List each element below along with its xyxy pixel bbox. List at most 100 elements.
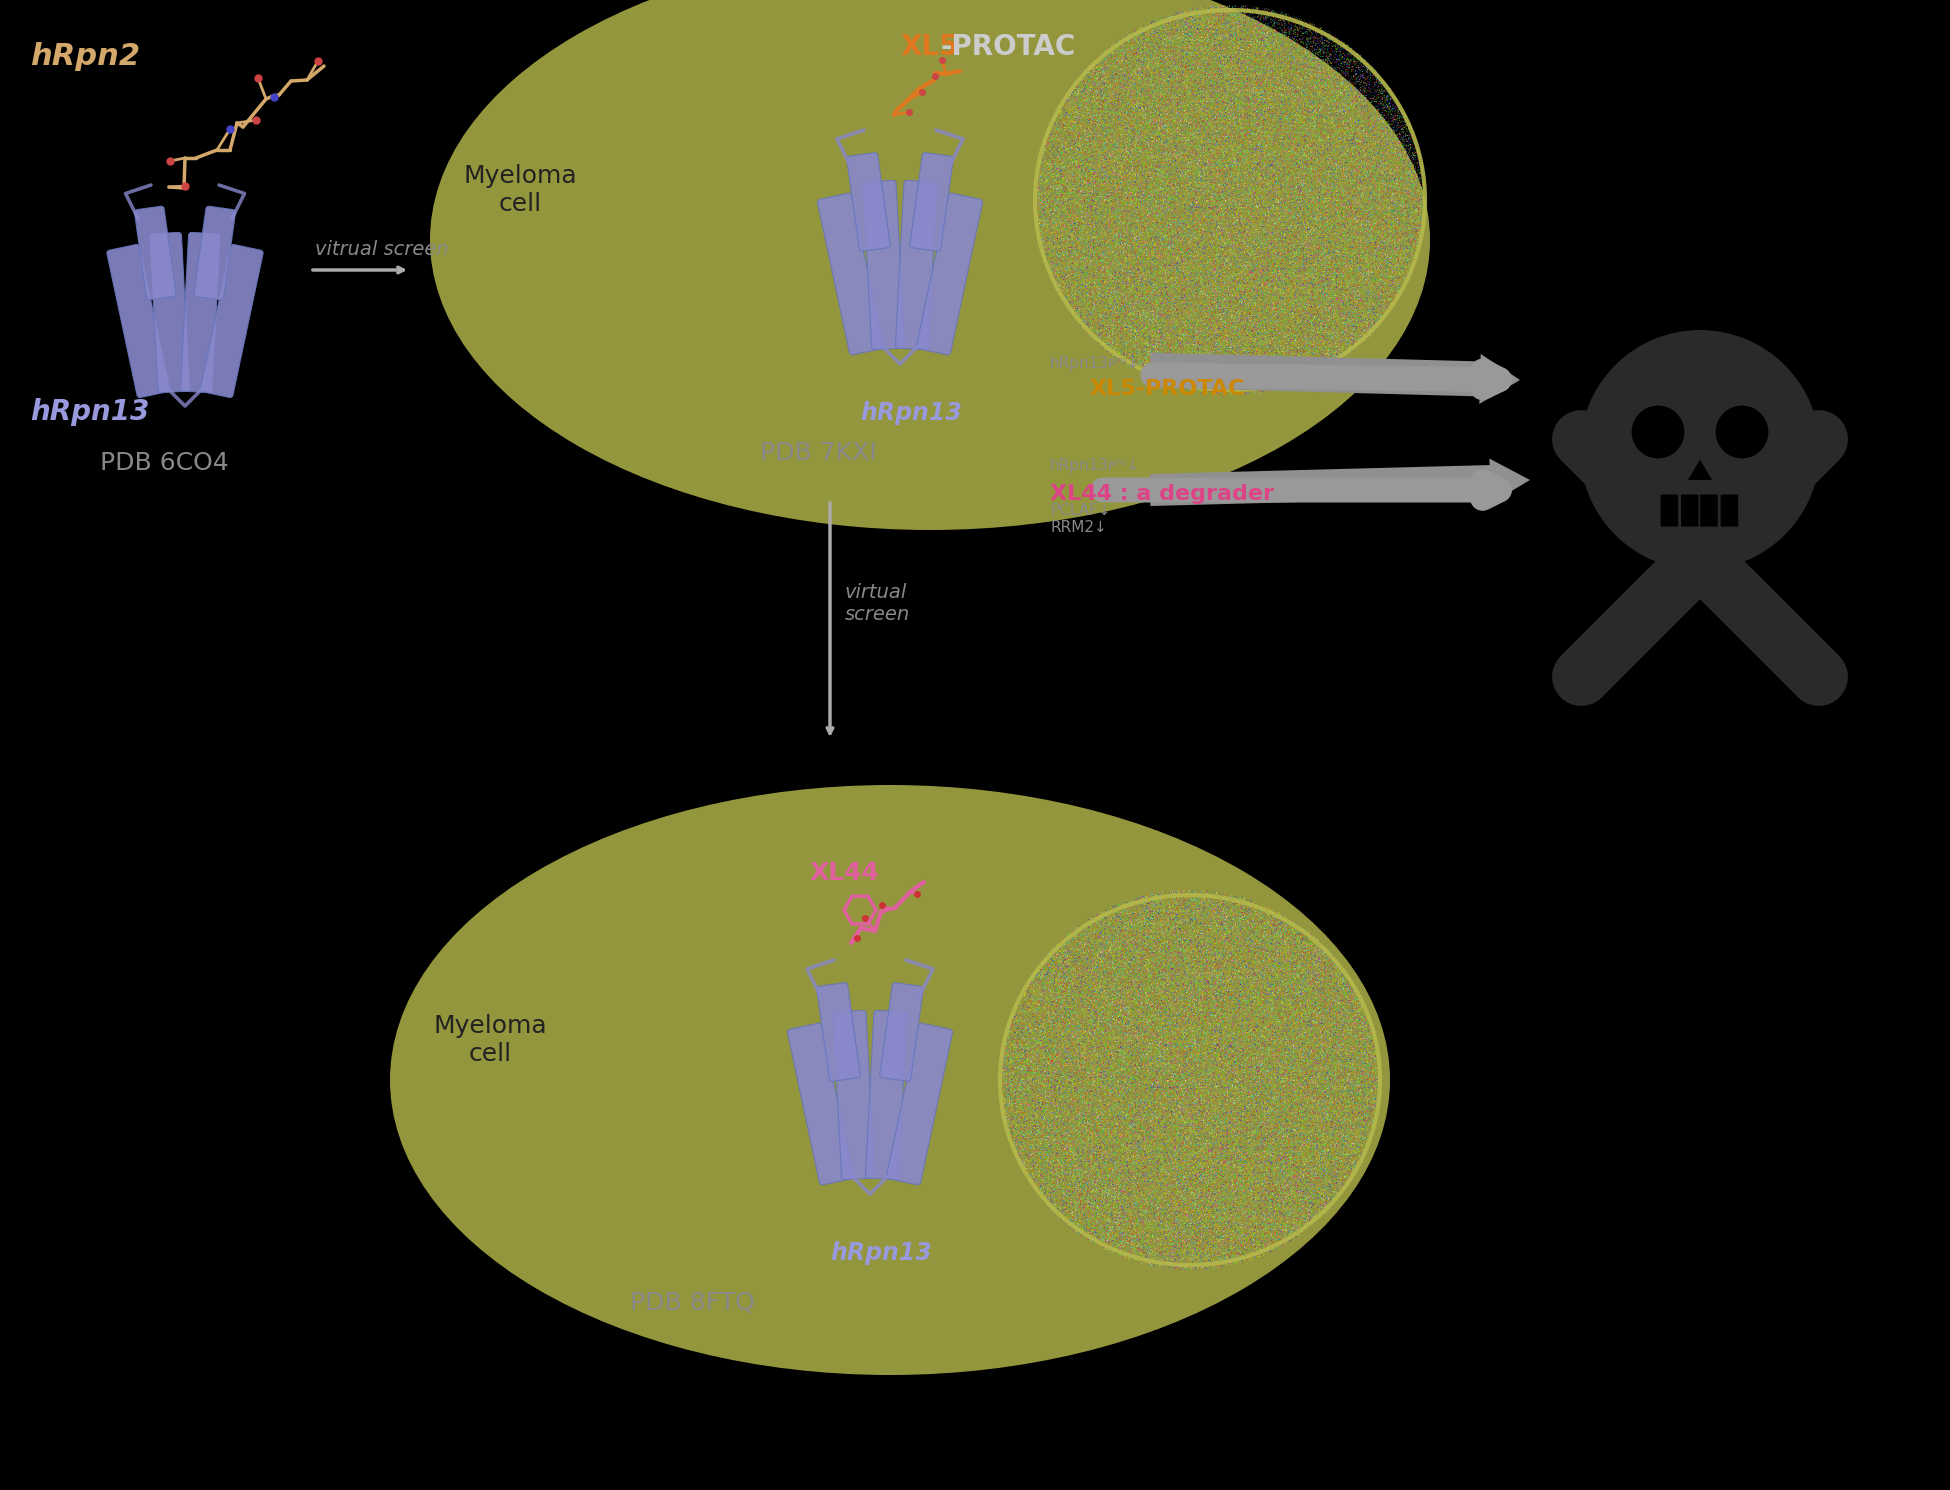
Point xyxy=(1113,244,1145,268)
Point xyxy=(1227,1240,1258,1264)
Point xyxy=(1238,27,1269,51)
Point xyxy=(1277,989,1308,1013)
Point xyxy=(1201,960,1232,983)
Point xyxy=(1182,1164,1213,1188)
Point xyxy=(987,1089,1018,1113)
Point xyxy=(1108,1074,1139,1098)
Point xyxy=(1232,897,1264,921)
Point xyxy=(1254,897,1285,921)
Point xyxy=(1266,25,1297,49)
Point xyxy=(1059,964,1090,988)
Point xyxy=(1346,229,1377,253)
Point xyxy=(1026,1042,1057,1065)
Point xyxy=(1291,1049,1322,1073)
Point xyxy=(1012,1070,1043,1094)
Point xyxy=(1203,1229,1234,1253)
Point xyxy=(1287,186,1318,210)
Point xyxy=(1283,297,1314,320)
Point xyxy=(1252,378,1283,402)
Point xyxy=(1125,951,1156,974)
Point xyxy=(1242,188,1273,212)
Point xyxy=(1186,1037,1217,1061)
Point xyxy=(1106,1138,1137,1162)
Point xyxy=(1285,92,1316,116)
Point xyxy=(1232,302,1264,326)
Point xyxy=(1254,98,1285,122)
Point xyxy=(1188,372,1219,396)
Point xyxy=(1221,1021,1252,1044)
Point xyxy=(1141,46,1172,70)
Point xyxy=(1330,109,1361,133)
Point xyxy=(1338,116,1369,140)
Point xyxy=(1244,148,1275,171)
Point xyxy=(1240,925,1271,949)
Point xyxy=(1160,124,1191,148)
Point xyxy=(1250,943,1281,967)
Point xyxy=(1217,980,1248,1004)
Point xyxy=(1223,936,1254,960)
Point xyxy=(1193,1001,1225,1025)
Point xyxy=(1306,1042,1338,1065)
Point xyxy=(1408,179,1439,203)
Point xyxy=(1191,206,1223,229)
Point xyxy=(1271,125,1303,149)
Point xyxy=(1344,127,1375,150)
Point xyxy=(1182,261,1213,285)
Point xyxy=(1174,46,1205,70)
Point xyxy=(1291,977,1322,1001)
Point xyxy=(1297,985,1328,1009)
Point xyxy=(1232,1186,1264,1210)
Point xyxy=(1115,910,1147,934)
Point xyxy=(1219,1131,1250,1155)
Point xyxy=(1388,189,1420,213)
Point xyxy=(1112,337,1143,361)
Point xyxy=(1281,1003,1312,1027)
Point xyxy=(1078,72,1110,95)
Point xyxy=(1306,177,1338,201)
Point xyxy=(1359,159,1390,183)
Point xyxy=(1291,43,1322,67)
Point xyxy=(1123,115,1154,139)
Point xyxy=(1379,101,1410,125)
Point xyxy=(1174,1161,1205,1185)
Point xyxy=(1320,72,1351,95)
Point xyxy=(1244,28,1275,52)
Point xyxy=(1384,156,1416,180)
Point xyxy=(1227,89,1258,113)
Point xyxy=(1094,1140,1125,1164)
Point xyxy=(1326,72,1357,95)
Point xyxy=(1211,1244,1242,1268)
Point xyxy=(1365,106,1396,130)
Point xyxy=(1150,951,1182,974)
Point xyxy=(1158,213,1190,237)
Point xyxy=(1135,904,1166,928)
Point xyxy=(1113,249,1145,273)
Point xyxy=(1190,1040,1221,1064)
Point xyxy=(1338,1155,1369,1179)
Point xyxy=(1301,323,1332,347)
Point xyxy=(1324,1071,1355,1095)
Point xyxy=(1084,918,1115,942)
Point xyxy=(1186,240,1217,264)
Point xyxy=(1094,1101,1125,1125)
Point xyxy=(1285,1213,1316,1237)
Point xyxy=(1242,1077,1273,1101)
Point xyxy=(1330,1129,1361,1153)
Point xyxy=(1106,162,1137,186)
Point xyxy=(1250,70,1281,94)
Point xyxy=(1287,310,1318,334)
Point xyxy=(1080,265,1112,289)
Point xyxy=(1268,69,1299,92)
Point xyxy=(1314,338,1346,362)
Point xyxy=(1139,57,1170,80)
Point xyxy=(1162,213,1193,237)
Point xyxy=(1117,21,1149,45)
Point xyxy=(1184,45,1215,69)
Point xyxy=(1063,1120,1094,1144)
Point xyxy=(1371,297,1402,320)
Point xyxy=(1213,33,1244,57)
Point xyxy=(1164,69,1195,92)
Point xyxy=(1086,1004,1117,1028)
Point xyxy=(1067,1186,1098,1210)
Point xyxy=(1308,210,1340,234)
